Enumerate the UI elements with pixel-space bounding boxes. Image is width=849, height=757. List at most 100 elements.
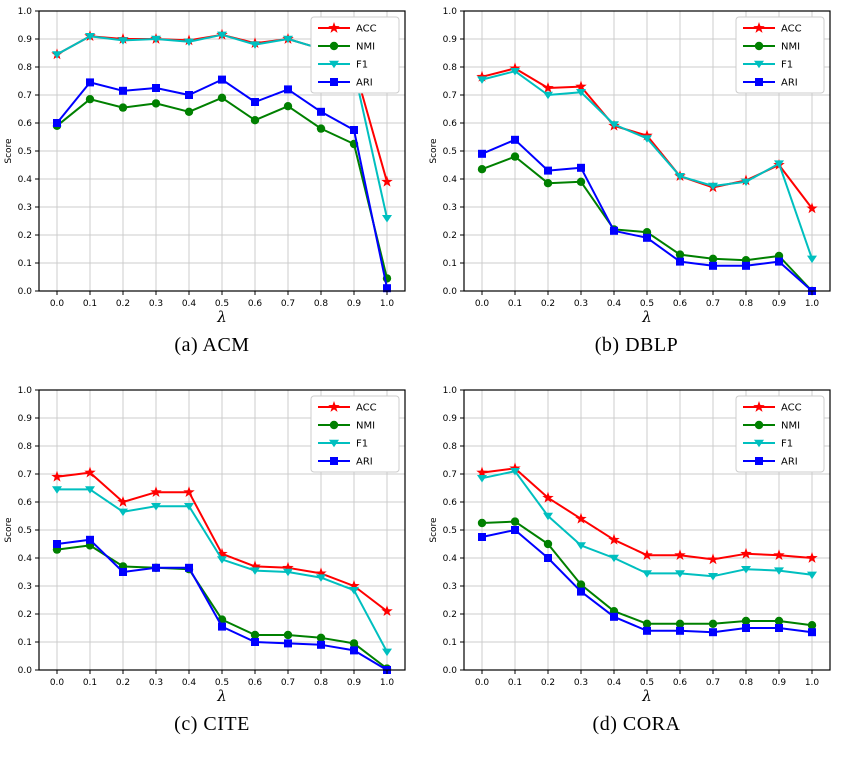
y-tick-label: 0.3 <box>18 203 32 213</box>
x-tick-label: 0.7 <box>705 299 719 309</box>
y-tick-label: 0.8 <box>18 442 33 452</box>
data-point-acc <box>772 549 785 561</box>
data-point-nmi <box>510 517 519 526</box>
x-tick-label: 0.9 <box>771 299 786 309</box>
y-tick-label: 0.8 <box>442 442 457 452</box>
data-point-ari <box>218 75 226 84</box>
legend-label-f1: F1 <box>781 60 793 71</box>
data-point-acc <box>315 567 327 579</box>
data-point-ari <box>350 646 358 655</box>
y-tick-label: 0.1 <box>18 259 32 269</box>
data-point-f1 <box>641 135 652 143</box>
caption-acm: (a) ACM <box>174 334 250 356</box>
x-tick-label: 0.9 <box>347 678 362 688</box>
x-tick-label: 0.2 <box>116 299 130 309</box>
x-tick-label: 0.0 <box>50 678 65 688</box>
subplot-cora: 0.0 0.1 0.2 0.3 0.4 0.5 0.6 0.7 0.8 0.9 1.0 0.0 0.1 0… <box>424 379 849 757</box>
data-point-acc <box>805 552 818 563</box>
data-point-f1 <box>283 568 293 577</box>
y-tick-label: 0.7 <box>18 91 32 101</box>
y-tick-label: 0.5 <box>18 147 32 157</box>
legend-marker-nmi <box>754 41 763 51</box>
legend-box <box>735 16 824 94</box>
x-tick-label: 1.0 <box>804 678 819 688</box>
data-point-f1 <box>349 587 359 595</box>
y-tick-label: 0.5 <box>18 526 32 536</box>
x-axis-label: λ <box>641 687 652 705</box>
data-point-acc <box>282 561 294 573</box>
legend-marker-ari <box>330 457 338 465</box>
data-point-ari <box>741 624 750 632</box>
data-point-f1 <box>217 31 227 40</box>
data-point-ari <box>152 84 160 92</box>
x-tick-label: 0.5 <box>215 299 229 309</box>
data-point-nmi <box>675 250 684 259</box>
y-tick-label: 1.0 <box>442 7 457 17</box>
data-point-nmi <box>675 619 684 628</box>
y-axis-label: Score <box>429 138 439 164</box>
data-point-ari <box>510 135 519 144</box>
legend-label-ari: ARI <box>356 78 373 89</box>
x-axis-label: λ <box>641 308 652 326</box>
legend-label-f1: F1 <box>356 439 368 450</box>
data-point-nmi <box>349 639 359 648</box>
x-tick-label: 0.0 <box>474 678 489 688</box>
y-tick-label: 1.0 <box>442 386 457 396</box>
data-point-acc <box>84 466 96 478</box>
x-tick-label: 0.1 <box>83 678 97 688</box>
legend-marker-f1 <box>329 439 339 448</box>
legend-marker-ari <box>754 78 763 86</box>
data-point-f1 <box>674 173 685 181</box>
data-point-nmi <box>85 95 95 104</box>
data-point-nmi <box>217 93 227 103</box>
data-point-nmi <box>250 630 260 640</box>
x-tick-label: 0.4 <box>606 299 621 309</box>
data-point-ari <box>53 119 61 127</box>
data-point-f1 <box>608 121 619 129</box>
data-point-nmi <box>774 616 783 626</box>
legend-label-f1: F1 <box>781 439 793 450</box>
data-point-nmi <box>477 165 486 174</box>
x-tick-label: 1.0 <box>380 678 395 688</box>
data-point-ari <box>317 640 325 649</box>
data-point-nmi <box>543 539 552 549</box>
data-point-ari <box>642 233 651 242</box>
data-point-nmi <box>184 107 194 117</box>
data-point-ari <box>383 284 391 293</box>
y-tick-label: 0.4 <box>18 554 33 564</box>
data-point-nmi <box>477 518 486 528</box>
data-point-ari <box>609 612 618 621</box>
data-point-acc <box>381 605 393 617</box>
data-point-nmi <box>283 102 293 111</box>
x-tick-label: 0.9 <box>771 678 786 688</box>
data-point-f1 <box>382 215 392 223</box>
data-point-acc <box>607 533 620 545</box>
data-point-acc <box>249 560 261 572</box>
legend-marker-ari <box>330 78 338 86</box>
y-tick-label: 0.8 <box>18 63 33 73</box>
data-point-acc <box>574 80 587 92</box>
x-tick-label: 0.6 <box>672 678 687 688</box>
y-tick-label: 0.3 <box>442 582 456 592</box>
legend-label-acc: ACC <box>781 403 802 414</box>
data-point-ari <box>741 261 750 270</box>
chart-acm: 0.0 0.1 0.2 0.3 0.4 0.5 0.6 0.7 0.8 0.9 1.0 0.0 0.1 0… <box>4 7 406 326</box>
y-tick-label: 0.0 <box>442 287 457 297</box>
data-point-f1 <box>316 574 326 582</box>
data-point-f1 <box>608 554 619 563</box>
legend-box <box>310 395 400 473</box>
x-tick-label: 0.5 <box>639 299 653 309</box>
data-point-f1 <box>773 567 784 575</box>
data-point-acc <box>117 496 129 507</box>
y-tick-label: 0.8 <box>442 63 457 73</box>
legend-marker-acc <box>328 401 340 412</box>
data-point-ari <box>218 622 226 631</box>
data-point-nmi <box>576 580 585 589</box>
legend-marker-nmi <box>329 420 339 430</box>
data-point-acc <box>640 549 653 561</box>
data-point-ari <box>543 166 552 175</box>
data-point-acc <box>508 62 521 74</box>
y-tick-label: 0.6 <box>18 498 33 508</box>
y-tick-label: 0.6 <box>18 119 33 129</box>
